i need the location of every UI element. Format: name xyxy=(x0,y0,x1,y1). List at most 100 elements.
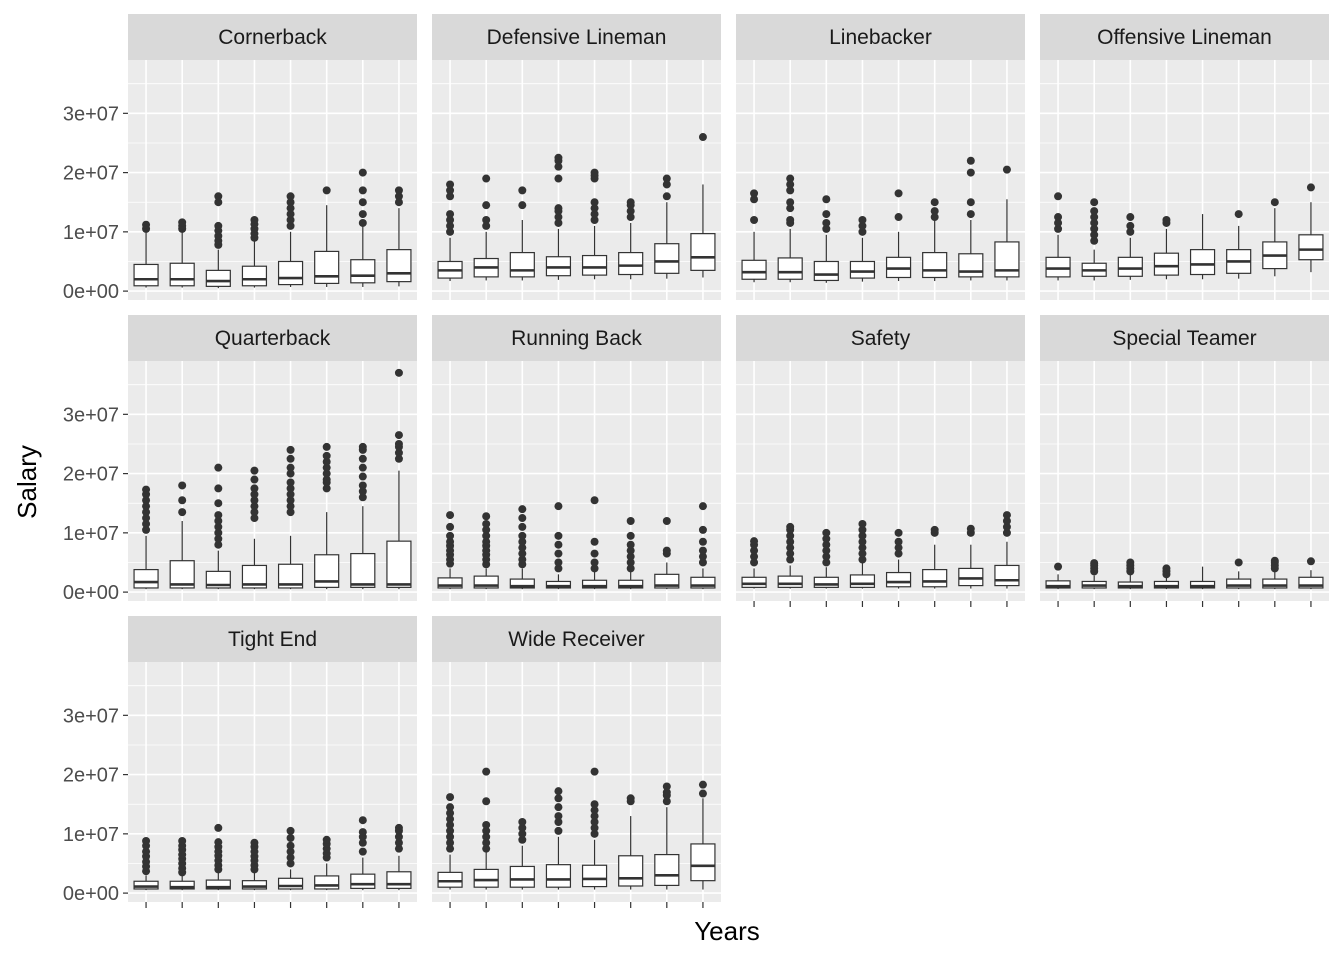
facet-panel-5: Quarterback 0e+00 1e+07 2e+07 3e+07 xyxy=(63,315,417,604)
boxplot-5 xyxy=(1189,214,1216,280)
iqr-box xyxy=(437,871,463,888)
outlier-point xyxy=(822,195,831,204)
outlier-point xyxy=(358,454,367,463)
panel-background xyxy=(736,361,1025,601)
iqr-box xyxy=(777,575,803,588)
boxplot-8 xyxy=(690,780,716,890)
outlier-point xyxy=(446,227,455,236)
outlier-point xyxy=(662,797,671,806)
outlier-point xyxy=(822,224,831,233)
outlier-point xyxy=(482,216,491,224)
outlier-point xyxy=(966,156,975,165)
outlier-point xyxy=(822,546,831,555)
outlier-point xyxy=(554,558,563,567)
iqr-box xyxy=(581,254,608,276)
outlier-point xyxy=(858,549,867,558)
boxplot-1 xyxy=(741,189,767,283)
boxplot-4 xyxy=(545,502,572,590)
outlier-point xyxy=(750,558,759,567)
outlier-point xyxy=(214,192,223,201)
iqr-box xyxy=(350,552,376,588)
iqr-box xyxy=(277,877,304,890)
outlier-point xyxy=(394,439,403,448)
outlier-point xyxy=(698,502,707,511)
outlier-point xyxy=(518,823,527,832)
outlier-point xyxy=(518,514,527,523)
outlier-point xyxy=(286,859,295,868)
iqr-box xyxy=(741,576,767,588)
outlier-point xyxy=(394,198,403,207)
outlier-point xyxy=(554,812,563,821)
outlier-point xyxy=(662,546,671,555)
outlier-point xyxy=(662,192,671,201)
outlier-point xyxy=(1126,213,1135,222)
boxplot-3 xyxy=(205,192,231,289)
outlier-point xyxy=(286,216,295,224)
panel-background xyxy=(1040,361,1329,601)
outlier-point xyxy=(930,198,939,207)
outlier-point xyxy=(662,788,671,797)
facet-panel-7: Safety xyxy=(736,315,1025,607)
outlier-point xyxy=(626,207,635,216)
outlier-point xyxy=(698,525,707,534)
facet-strip-label: Cornerback xyxy=(218,26,327,49)
outlier-point xyxy=(518,835,527,844)
y-tick-label: 1e+07 xyxy=(63,824,119,846)
outlier-point xyxy=(446,192,455,201)
boxplot-8 xyxy=(994,511,1020,589)
boxplot-7 xyxy=(350,168,376,287)
iqr-box xyxy=(690,843,716,882)
outlier-point xyxy=(786,216,795,224)
outlier-point xyxy=(554,213,563,222)
outlier-point xyxy=(358,186,367,195)
outlier-point xyxy=(930,207,939,216)
outlier-point xyxy=(786,204,795,213)
boxplot-5 xyxy=(1189,566,1216,590)
outlier-point xyxy=(858,519,867,528)
outlier-point xyxy=(142,220,151,229)
outlier-point xyxy=(750,189,759,198)
outlier-point xyxy=(894,549,903,558)
outlier-point xyxy=(446,838,455,847)
outlier-point xyxy=(590,800,599,809)
facet-panel-2: Defensive Lineman xyxy=(432,14,721,300)
outlier-point xyxy=(662,782,671,791)
iqr-box xyxy=(1298,576,1324,589)
iqr-box xyxy=(741,259,767,280)
iqr-box xyxy=(314,250,340,285)
outlier-point xyxy=(286,847,295,856)
outlier-point xyxy=(518,537,527,546)
outlier-point xyxy=(698,546,707,555)
outlier-point xyxy=(786,555,795,564)
outlier-point xyxy=(322,457,331,466)
outlier-point xyxy=(626,546,635,555)
outlier-point xyxy=(142,502,151,511)
outlier-point xyxy=(322,442,331,451)
iqr-box xyxy=(205,879,231,890)
outlier-point xyxy=(858,227,867,236)
iqr-box xyxy=(1045,256,1071,278)
boxplot-4 xyxy=(1153,216,1180,280)
boxplot-1 xyxy=(437,180,463,282)
outlier-point xyxy=(142,508,151,517)
facet-strip-label: Tight End xyxy=(228,628,317,651)
outlier-point xyxy=(482,174,491,183)
outlier-point xyxy=(214,198,223,207)
outlier-point xyxy=(590,549,599,558)
outlier-point xyxy=(590,496,599,505)
outlier-point xyxy=(1234,210,1243,219)
outlier-point xyxy=(1054,192,1063,201)
boxplot-5 xyxy=(581,767,608,890)
iqr-box xyxy=(169,262,195,287)
boxplot-4 xyxy=(241,216,268,288)
facet-strip xyxy=(1040,315,1329,361)
facet-strip-label: Safety xyxy=(851,327,911,350)
outlier-point xyxy=(554,549,563,558)
facet-panel-9: Tight End 0e+00 1e+07 2e+07 3e+07 xyxy=(63,616,417,908)
outlier-point xyxy=(1270,556,1279,565)
outlier-point xyxy=(1126,227,1135,236)
outlier-point xyxy=(394,454,403,463)
outlier-point xyxy=(358,838,367,847)
iqr-box xyxy=(473,575,499,589)
iqr-box xyxy=(509,578,535,589)
